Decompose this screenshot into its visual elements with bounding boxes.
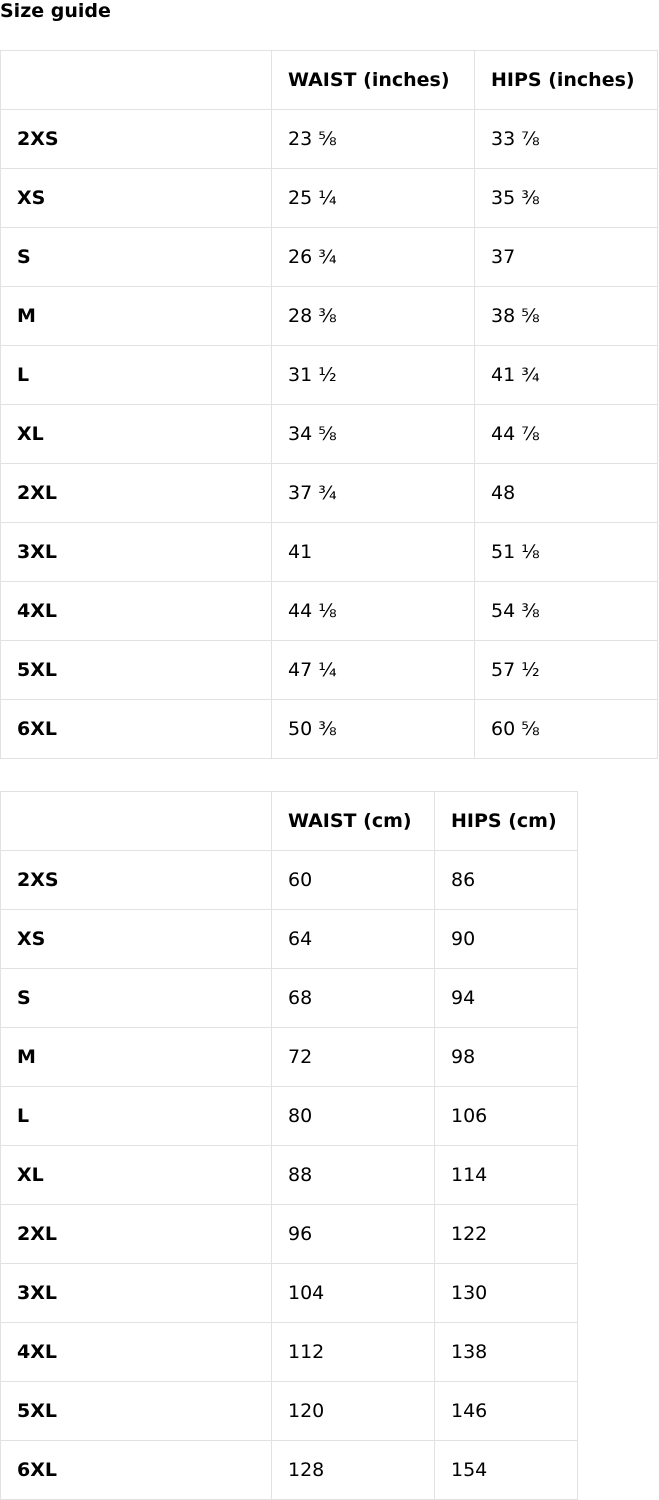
table-row: 5XL 47 ¼ 57 ½ <box>0 640 658 700</box>
measurement-cell: 60 <box>271 850 435 910</box>
measurement-cell: 104 <box>271 1263 435 1323</box>
header-row: WAIST (inches) HIPS (inches) <box>0 50 658 110</box>
measurement-cell: 86 <box>434 850 578 910</box>
measurement-cell: 44 ⅛ <box>271 581 475 641</box>
measurement-cell: 31 ½ <box>271 345 475 405</box>
measurement-cell: 128 <box>271 1440 435 1500</box>
measurement-cell: 25 ¼ <box>271 168 475 228</box>
measurement-cell: 28 ⅜ <box>271 286 475 346</box>
measurement-cell: 34 ⅝ <box>271 404 475 464</box>
measurement-cell: 130 <box>434 1263 578 1323</box>
table-row: 6XL 50 ⅜ 60 ⅝ <box>0 699 658 759</box>
table-row: XS 25 ¼ 35 ⅜ <box>0 168 658 228</box>
size-label: 5XL <box>0 640 272 700</box>
table-row: 6XL 128 154 <box>0 1440 578 1500</box>
column-header <box>0 50 272 110</box>
table-row: XL 34 ⅝ 44 ⅞ <box>0 404 658 464</box>
table-row: 4XL 44 ⅛ 54 ⅜ <box>0 581 658 641</box>
measurement-cell: 64 <box>271 909 435 969</box>
column-header: HIPS (inches) <box>474 50 658 110</box>
table-row: 2XS 60 86 <box>0 850 578 910</box>
measurement-cell: 112 <box>271 1322 435 1382</box>
size-label: 4XL <box>0 581 272 641</box>
size-label: 5XL <box>0 1381 272 1441</box>
table-row: L 31 ½ 41 ¾ <box>0 345 658 405</box>
size-label: 3XL <box>0 522 272 582</box>
measurement-cell: 96 <box>271 1204 435 1264</box>
table-row: M 28 ⅜ 38 ⅝ <box>0 286 658 346</box>
size-label: L <box>0 1086 272 1146</box>
table-row: 2XS 23 ⅝ 33 ⅞ <box>0 109 658 169</box>
measurement-cell: 98 <box>434 1027 578 1087</box>
size-label: XL <box>0 1145 272 1205</box>
table-row: S 68 94 <box>0 968 578 1028</box>
measurement-cell: 48 <box>474 463 658 523</box>
measurement-cell: 90 <box>434 909 578 969</box>
measurement-cell: 60 ⅝ <box>474 699 658 759</box>
size-label: 6XL <box>0 699 272 759</box>
size-label: M <box>0 1027 272 1087</box>
measurement-cell: 80 <box>271 1086 435 1146</box>
measurement-cell: 50 ⅜ <box>271 699 475 759</box>
measurement-cell: 120 <box>271 1381 435 1441</box>
column-header: HIPS (cm) <box>434 791 578 851</box>
measurement-cell: 23 ⅝ <box>271 109 475 169</box>
table-row: L 80 106 <box>0 1086 578 1146</box>
size-label: 2XL <box>0 1204 272 1264</box>
table-row: XL 88 114 <box>0 1145 578 1205</box>
size-label: 2XS <box>0 850 272 910</box>
measurement-cell: 33 ⅞ <box>474 109 658 169</box>
measurement-cell: 88 <box>271 1145 435 1205</box>
measurement-cell: 35 ⅜ <box>474 168 658 228</box>
size-label: 6XL <box>0 1440 272 1500</box>
measurement-cell: 57 ½ <box>474 640 658 700</box>
column-header: WAIST (cm) <box>271 791 435 851</box>
table-row: 2XL 96 122 <box>0 1204 578 1264</box>
column-header <box>0 791 272 851</box>
measurement-cell: 37 ¾ <box>271 463 475 523</box>
measurement-cell: 106 <box>434 1086 578 1146</box>
table-row: XS 64 90 <box>0 909 578 969</box>
header-row: WAIST (cm) HIPS (cm) <box>0 791 578 851</box>
measurement-cell: 51 ⅛ <box>474 522 658 582</box>
measurement-cell: 41 ¾ <box>474 345 658 405</box>
table-row: 4XL 112 138 <box>0 1322 578 1382</box>
size-table-cm: WAIST (cm) HIPS (cm) 2XS 60 86 XS 64 90 S 68 94 M 72… <box>0 791 578 1500</box>
size-table-inches: WAIST (inches) HIPS (inches) 2XS 23 ⅝ 33 ⅞ XS… <box>0 50 658 759</box>
size-label: XS <box>0 168 272 228</box>
table-row: 5XL 120 146 <box>0 1381 578 1441</box>
size-label: 4XL <box>0 1322 272 1382</box>
size-label: XS <box>0 909 272 969</box>
measurement-cell: 94 <box>434 968 578 1028</box>
measurement-cell: 146 <box>434 1381 578 1441</box>
table-row: M 72 98 <box>0 1027 578 1087</box>
size-label: 2XS <box>0 109 272 169</box>
measurement-cell: 37 <box>474 227 658 287</box>
measurement-cell: 54 ⅜ <box>474 581 658 641</box>
size-label: XL <box>0 404 272 464</box>
size-label: 3XL <box>0 1263 272 1323</box>
size-label: L <box>0 345 272 405</box>
measurement-cell: 41 <box>271 522 475 582</box>
column-header: WAIST (inches) <box>271 50 475 110</box>
page-title: Size guide <box>0 0 111 22</box>
table-row: 3XL 41 51 ⅛ <box>0 522 658 582</box>
measurement-cell: 154 <box>434 1440 578 1500</box>
table-row: S 26 ¾ 37 <box>0 227 658 287</box>
size-label: M <box>0 286 272 346</box>
size-label: 2XL <box>0 463 272 523</box>
measurement-cell: 44 ⅞ <box>474 404 658 464</box>
measurement-cell: 68 <box>271 968 435 1028</box>
size-label: S <box>0 227 272 287</box>
table-row: 3XL 104 130 <box>0 1263 578 1323</box>
measurement-cell: 47 ¼ <box>271 640 475 700</box>
measurement-cell: 38 ⅝ <box>474 286 658 346</box>
measurement-cell: 26 ¾ <box>271 227 475 287</box>
measurement-cell: 72 <box>271 1027 435 1087</box>
size-label: S <box>0 968 272 1028</box>
table-row: 2XL 37 ¾ 48 <box>0 463 658 523</box>
measurement-cell: 122 <box>434 1204 578 1264</box>
measurement-cell: 138 <box>434 1322 578 1382</box>
measurement-cell: 114 <box>434 1145 578 1205</box>
